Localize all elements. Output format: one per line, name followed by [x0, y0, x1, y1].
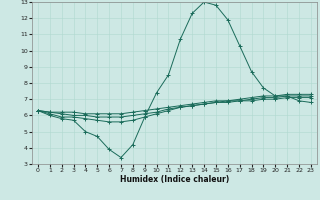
X-axis label: Humidex (Indice chaleur): Humidex (Indice chaleur) — [120, 175, 229, 184]
